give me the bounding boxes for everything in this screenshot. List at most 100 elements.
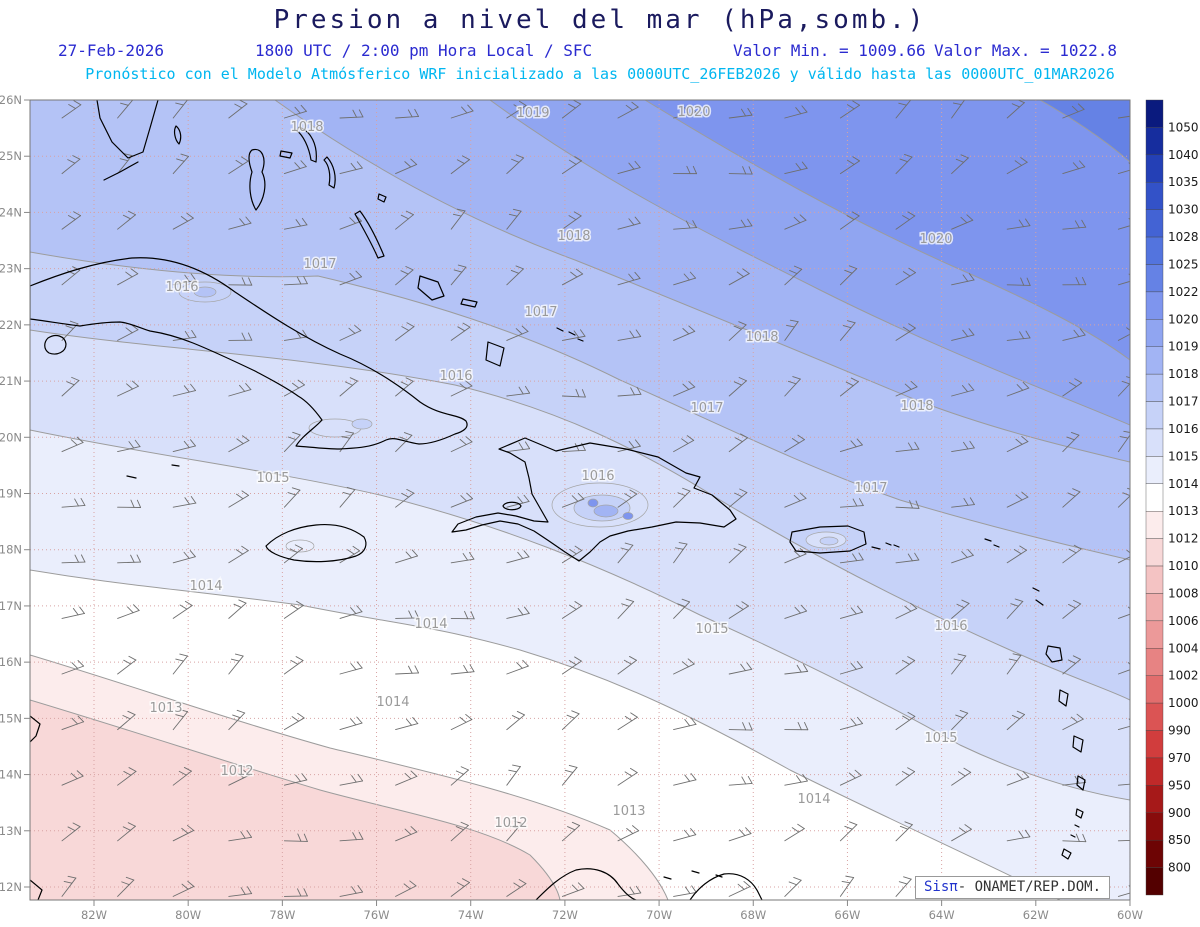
colorbar-label: 950 [1168,778,1191,792]
colorbar-label: 1020 [1168,312,1199,326]
colorbar-segment [1145,730,1164,759]
colorbar-segment [1145,291,1164,320]
contour-label: 1012 [494,816,527,831]
colorbar-label: 1050 [1168,120,1199,134]
colorbar-segment [1145,99,1164,128]
contour-label: 1014 [189,579,222,594]
contour-label: 1015 [256,471,289,486]
contour-label: 1015 [695,622,728,637]
colorbar-label: 1025 [1168,257,1199,271]
contour-label: 1013 [612,804,645,819]
contour-label: 1018 [900,399,933,414]
colorbar: 1050 1040 1035 1030 1028 1025 1022 1020 1019 1018… [1145,99,1199,896]
attribution-text: - ONAMET/REP.DOM. [957,879,1102,895]
contour-label: 1016 [581,469,614,484]
lon-label: 78W [269,908,295,922]
lat-label: 17N [0,599,22,613]
colorbar-segment [1145,593,1164,622]
colorbar-label: 800 [1168,861,1191,875]
contour-label: 1013 [149,701,182,716]
lat-label: 19N [0,486,22,500]
colorbar-label: 1008 [1168,586,1199,600]
colorbar-segment [1145,757,1164,786]
colorbar-segment [1145,373,1164,402]
colorbar-segment [1145,154,1164,183]
lat-label: 25N [0,149,22,163]
contour-label: 1012 [220,764,253,779]
colorbar-segment [1145,182,1164,210]
lon-label: 74W [458,908,484,922]
contour-label: 1018 [290,120,323,135]
contour-label: 1017 [690,401,723,416]
axis-labels: 26N 25N 24N 23N 22N 21N 20N 19N 18N 17N 16N 15N 14N 1… [0,93,1143,922]
lat-label: 12N [0,880,22,894]
contour-label: 1016 [439,369,472,384]
contour-label: 1020 [919,232,952,247]
contour-label: 1014 [376,695,409,710]
valid-time: 1800 UTC / 2:00 pm Hora Local / SFC [255,41,593,60]
lon-label: 62W [1023,908,1049,922]
pressure-field-layer: 1018 1019 1020 1017 1018 1020 1016 1017 1018 1016… [30,100,1130,900]
lat-label: 18N [0,543,22,557]
colorbar-segment [1145,401,1164,430]
colorbar-segment [1145,346,1164,375]
contour-label: 1017 [303,257,336,272]
header-line: 27-Feb-2026 1800 UTC / 2:00 pm Hora Loca… [0,41,1200,61]
colorbar-label: 1017 [1168,395,1199,409]
colorbar-label: 1002 [1168,669,1199,683]
colorbar-label: 1035 [1168,175,1199,189]
colorbar-segment [1145,785,1164,813]
contour-label: 1016 [934,619,967,634]
wind-barbs [61,100,1130,897]
colorbar-segment [1145,456,1164,484]
valid-date: 27-Feb-2026 [58,41,164,60]
colorbar-label: 1040 [1168,148,1199,162]
min-value-label: Valor Min. = 1009.66 [733,41,926,60]
colorbar-label: 850 [1168,833,1191,847]
contour-labels: 1018 1019 1020 1017 1018 1020 1016 1017 1018 1016… [148,104,969,833]
colorbar-segment [1145,209,1164,238]
colorbar-segment [1145,511,1164,539]
colorbar-label: 1030 [1168,203,1199,217]
forecast-init-line: Pronóstico con el Modelo Atmósferico WRF… [85,65,1115,83]
contour-label: 1016 [165,280,198,295]
colorbar-segment [1145,264,1164,293]
colorbar-label: 900 [1168,806,1191,820]
attribution-brand: Sisπ [924,879,958,895]
colorbar-segment [1145,812,1164,841]
lat-label: 26N [0,93,22,107]
colorbar-label: 1013 [1168,504,1199,518]
colorbar-segment [1145,675,1164,704]
lon-label: 72W [552,908,578,922]
colorbar-label: 990 [1168,724,1191,738]
colorbar-label: 1016 [1168,422,1199,436]
contour-label: 1014 [414,617,447,632]
colorbar-segment [1145,702,1164,731]
colorbar-segment [1145,648,1164,676]
lon-label: 60W [1117,908,1143,922]
contour-label: 1017 [854,481,887,496]
colorbar-label: 1018 [1168,367,1199,381]
attribution-box: Sisπ- ONAMET/REP.DOM. [915,876,1111,899]
colorbar-segment [1145,538,1164,567]
max-value-label: Valor Max. = 1022.8 [934,41,1118,60]
colorbar-label: 1010 [1168,559,1199,573]
lat-label: 23N [0,262,22,276]
colorbar-label: 1022 [1168,285,1199,299]
colorbar-segment [1145,620,1164,649]
colorbar-label: 970 [1168,751,1191,765]
colorbar-label: 1000 [1168,696,1199,710]
lat-label: 20N [0,430,22,444]
colorbar-segment [1145,127,1164,156]
lat-label: 13N [0,824,22,838]
colorbar-label: 1019 [1168,340,1199,354]
lon-label: 68W [740,908,766,922]
lon-label: 66W [834,908,860,922]
colorbar-segment [1145,867,1164,896]
contour-label: 1017 [524,305,557,320]
lon-label: 76W [364,908,390,922]
contour-label: 1018 [557,229,590,244]
colorbar-segment [1145,565,1164,594]
page-title: Presion a nivel del mar (hPa,somb.) [273,5,927,35]
